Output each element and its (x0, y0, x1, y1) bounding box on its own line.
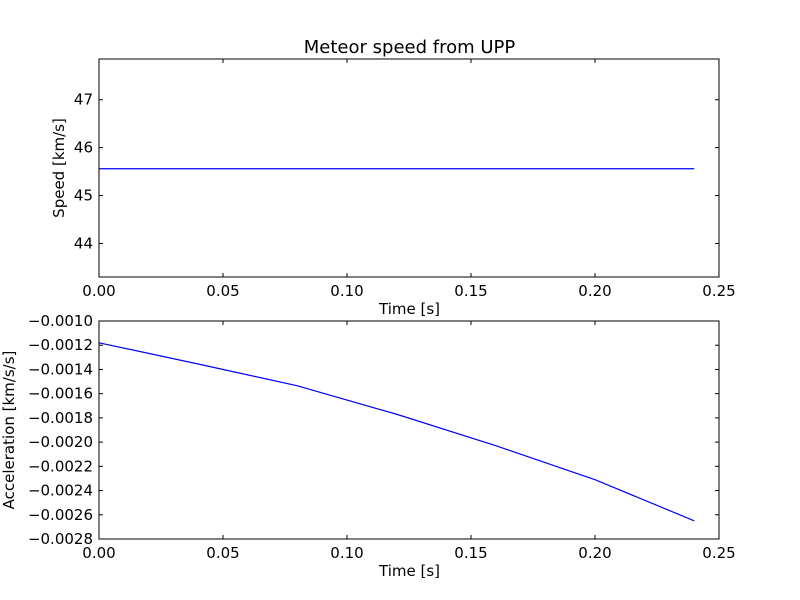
speed-y-tick-label: 46 (74, 139, 93, 157)
acceleration-x-tick-label: 0.25 (702, 544, 735, 562)
speed-y-tick-label: 45 (74, 187, 93, 205)
acceleration-x-tick-label: 0.05 (206, 544, 239, 562)
acceleration-y-tick-label: −0.0014 (28, 360, 93, 378)
speed-x-tick-label: 0.20 (578, 282, 611, 300)
speed-x-tick-label: 0.25 (702, 282, 735, 300)
speed-x-tick-label: 0.05 (206, 282, 239, 300)
acceleration-x-tick-label: 0.10 (330, 544, 363, 562)
acceleration-y-tick-label: −0.0028 (28, 530, 93, 548)
acceleration-axes: Time [s] Acceleration [km/s/s] 0.00 0.05 0… (0, 312, 736, 580)
speed-y-tick-label: 47 (74, 91, 93, 109)
acceleration-y-axis-label: Acceleration [km/s/s] (0, 351, 18, 510)
acceleration-y-tick-label: −0.0016 (28, 385, 93, 403)
acceleration-x-tick-label: 0.00 (82, 544, 115, 562)
speed-x-tick-label: 0.15 (454, 282, 487, 300)
speed-x-tick-label: 0.10 (330, 282, 363, 300)
speed-plot-frame (98, 58, 720, 278)
acceleration-y-tick-label: −0.0026 (28, 506, 93, 524)
acceleration-y-tick-label: −0.0018 (28, 409, 93, 427)
speed-x-tick-label: 0.00 (82, 282, 115, 300)
acceleration-y-tick-label: −0.0024 (28, 482, 93, 500)
acceleration-y-tick-label: −0.0022 (28, 457, 93, 475)
acceleration-y-tick-label: −0.0010 (28, 312, 93, 330)
acceleration-x-axis-label: Time [s] (378, 562, 440, 580)
speed-y-axis-label: Speed [km/s] (50, 118, 68, 218)
speed-chart-title: Meteor speed from UPP (304, 37, 516, 58)
speed-x-axis-label: Time [s] (378, 300, 440, 318)
speed-y-tick-label: 44 (74, 234, 93, 252)
speed-axes: Meteor speed from UPP Time [s] Speed [km… (50, 37, 736, 318)
acceleration-plot-frame (98, 320, 720, 540)
acceleration-y-tick-label: −0.0020 (28, 433, 93, 451)
acceleration-x-tick-label: 0.15 (454, 544, 487, 562)
acceleration-x-tick-label: 0.20 (578, 544, 611, 562)
acceleration-y-tick-label: −0.0012 (28, 336, 93, 354)
acceleration-series-line-0 (98, 342, 695, 522)
